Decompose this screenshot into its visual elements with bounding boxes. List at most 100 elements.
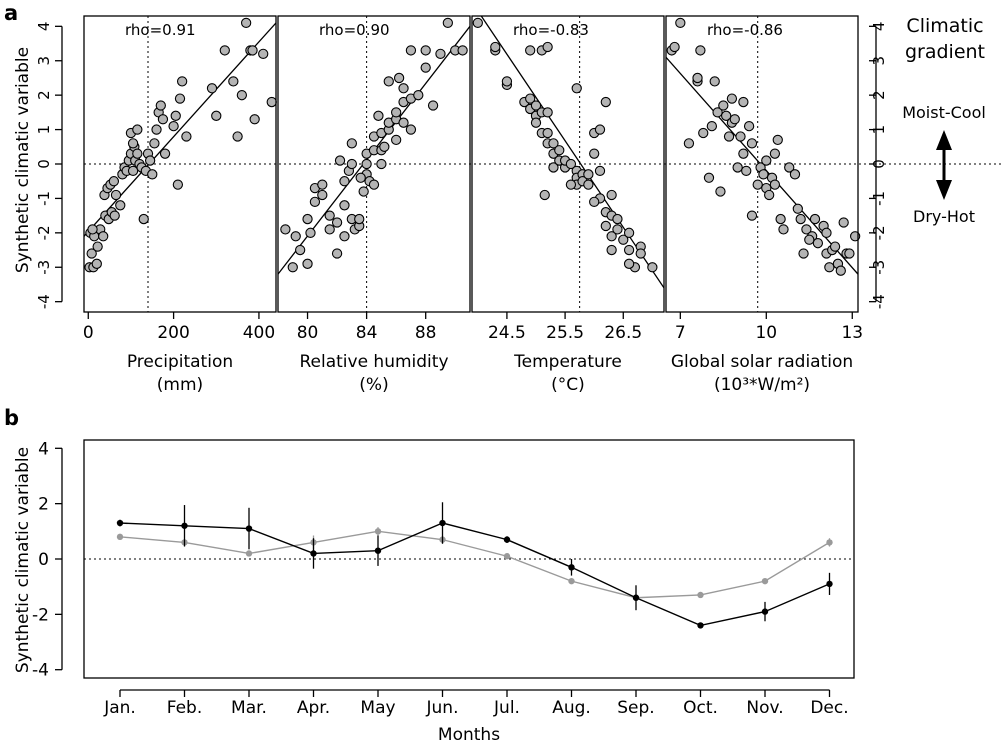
data-point (228, 76, 239, 87)
data-point (132, 124, 143, 135)
data-point (373, 110, 384, 121)
series-line (119, 522, 830, 627)
data-point (132, 148, 143, 159)
data-point (542, 127, 553, 139)
x-axis-label: Relative humidity (299, 352, 448, 372)
right-y-tick-label: 0 (870, 159, 888, 169)
right-y-tick-label: -1 (870, 191, 888, 206)
x-axis-unit-label: (°C) (551, 375, 585, 395)
data-point (374, 547, 382, 554)
data-point (732, 162, 743, 173)
data-point (594, 124, 606, 135)
climatic-gradient-line2: gradient (905, 41, 985, 63)
x-tick-label: 25.5 (546, 323, 584, 343)
moist-cool-label: Moist-Cool (902, 103, 986, 122)
data-point (236, 90, 248, 101)
data-point (746, 210, 758, 221)
data-point (709, 76, 720, 87)
rho-annotation: rho=-0.83 (513, 21, 589, 39)
data-point (623, 244, 635, 256)
data-point (317, 189, 328, 201)
data-point (151, 124, 162, 135)
data-point (565, 158, 577, 170)
subplot-2: rho=0.90 80 84 88 Relative humidity (%) (277, 15, 471, 395)
data-point (697, 622, 704, 629)
data-point (738, 96, 749, 108)
right-y-tick-label: 4 (870, 22, 888, 32)
data-point (490, 41, 501, 53)
data-point (548, 162, 559, 173)
data-point (374, 528, 382, 535)
x-tick-label: 80 (297, 323, 319, 343)
data-point (138, 213, 149, 225)
data-point (391, 134, 402, 146)
data-point (612, 224, 623, 235)
subplot-frame (665, 15, 859, 313)
data-point (87, 224, 98, 235)
data-point (606, 189, 617, 201)
data-point (752, 179, 763, 190)
data-point (801, 224, 812, 235)
data-point (346, 158, 357, 170)
data-point (334, 155, 346, 166)
rho-annotation: rho=0.91 (125, 21, 196, 39)
data-point (109, 210, 120, 221)
data-point (675, 17, 686, 29)
data-point (317, 179, 328, 190)
data-point (457, 45, 468, 56)
data-point (838, 217, 849, 228)
data-point (623, 227, 635, 238)
data-point (287, 262, 298, 273)
data-point (525, 93, 536, 104)
data-point (735, 131, 746, 142)
x-axis-unit-label: (mm) (157, 375, 203, 395)
data-point (91, 258, 102, 269)
y-tick-label: 4 (38, 439, 49, 459)
panel-a-ylabel: Synthetic climatic variable (13, 47, 33, 273)
data-point (594, 165, 606, 177)
data-point (435, 48, 446, 60)
x-tick-label: Sep. (617, 698, 654, 718)
data-point (503, 553, 511, 560)
data-point (159, 148, 171, 159)
data-point (116, 533, 124, 541)
data-point (600, 220, 611, 232)
x-axis-label: Global solar radiation (671, 352, 853, 372)
x-tick-label: 10 (755, 323, 777, 343)
data-point (530, 100, 542, 111)
y-tick-label: 0 (38, 550, 49, 570)
x-axis-label: Precipitation (127, 352, 233, 372)
data-point (427, 100, 439, 111)
data-point (245, 525, 253, 532)
right-y-tick-label: 3 (870, 56, 888, 66)
right-y-tick-label: 1 (870, 125, 888, 135)
data-point (258, 48, 269, 60)
data-point (368, 179, 380, 190)
x-tick-label: 24.5 (488, 323, 526, 343)
data-point (761, 577, 769, 585)
data-point (769, 148, 781, 159)
data-point (530, 117, 542, 128)
data-point (718, 100, 729, 111)
x-axis-unit-label: (10³*W/m²) (714, 375, 810, 395)
x-tick-label: Nov. (746, 698, 783, 718)
data-point (606, 231, 617, 242)
series-2 (116, 527, 833, 601)
data-point (361, 158, 372, 170)
series-line (119, 530, 830, 599)
data-point (181, 522, 188, 529)
data-point (568, 577, 575, 585)
data-point (792, 203, 803, 214)
rho-annotation: rho=-0.86 (707, 21, 783, 39)
data-point (824, 262, 835, 273)
data-point (784, 162, 795, 173)
data-point (355, 172, 366, 183)
data-point (331, 217, 343, 228)
x-tick-label: 84 (356, 323, 378, 343)
series-1 (116, 502, 833, 629)
data-point (219, 45, 230, 56)
x-tick-label: 88 (415, 323, 437, 343)
data-point (772, 134, 783, 146)
data-point (729, 114, 740, 125)
